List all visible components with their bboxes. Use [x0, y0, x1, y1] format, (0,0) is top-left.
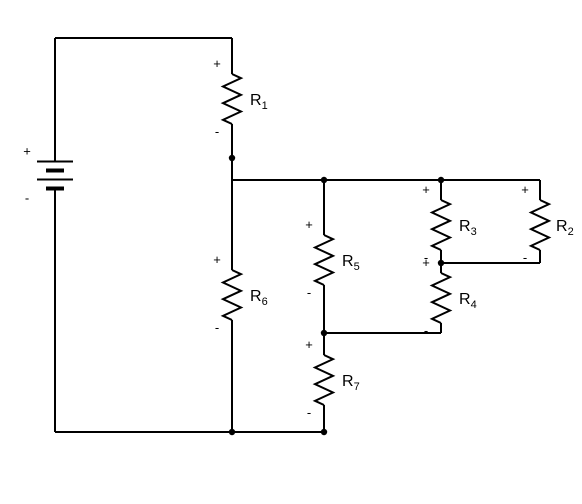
label-r7: R7	[342, 373, 360, 393]
label-r4: R4	[459, 291, 477, 311]
circuit-diagram: +-R1+-R6+-R5+-R7+-R3+-R4+-R2+-	[0, 0, 582, 504]
svg-text:-: -	[424, 323, 428, 338]
svg-text:+: +	[305, 217, 313, 232]
svg-text:+: +	[213, 56, 221, 71]
svg-text:+: +	[23, 144, 31, 159]
svg-text:+: +	[305, 337, 313, 352]
svg-text:-: -	[25, 191, 29, 206]
label-r6: R6	[250, 288, 268, 308]
svg-text:+: +	[422, 255, 430, 270]
svg-text:-: -	[523, 250, 527, 265]
label-r1: R1	[250, 92, 268, 112]
svg-text:+: +	[422, 182, 430, 197]
label-r2: R2	[556, 218, 574, 238]
label-r5: R5	[342, 253, 360, 273]
svg-text:-: -	[307, 405, 311, 420]
svg-text:+: +	[213, 252, 221, 267]
svg-text:+: +	[521, 182, 529, 197]
svg-text:-: -	[215, 320, 219, 335]
svg-text:-: -	[307, 285, 311, 300]
label-r3: R3	[459, 218, 477, 238]
svg-text:-: -	[215, 124, 219, 139]
